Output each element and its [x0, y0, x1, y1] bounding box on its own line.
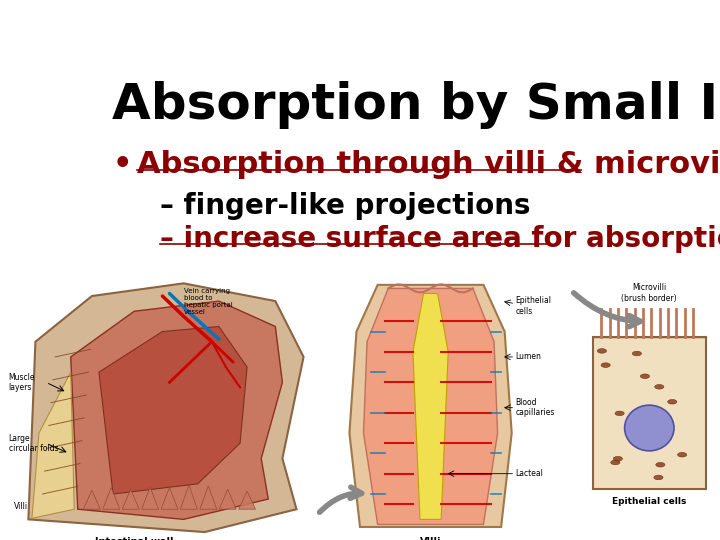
Ellipse shape	[598, 349, 606, 353]
Ellipse shape	[654, 384, 664, 389]
Text: •: •	[112, 150, 132, 179]
Text: Vein carrying
blood to
hepatic portal
vessel: Vein carrying blood to hepatic portal ve…	[184, 288, 233, 315]
Text: – finger-like projections: – finger-like projections	[160, 192, 530, 220]
Text: Villi: Villi	[14, 502, 28, 511]
Text: Lacteal: Lacteal	[516, 469, 543, 478]
Polygon shape	[181, 485, 197, 509]
Ellipse shape	[667, 400, 677, 404]
Text: Blood
capillaries: Blood capillaries	[516, 398, 554, 417]
Polygon shape	[200, 486, 217, 509]
Ellipse shape	[611, 460, 620, 465]
Polygon shape	[238, 491, 256, 509]
Polygon shape	[364, 288, 498, 524]
Polygon shape	[28, 284, 304, 532]
Polygon shape	[71, 301, 282, 519]
Ellipse shape	[654, 475, 663, 480]
Text: – increase surface area for absorption: – increase surface area for absorption	[160, 225, 720, 253]
Text: Microvilli
(brush border): Microvilli (brush border)	[621, 284, 677, 303]
Text: Absorption by Small Intestine: Absorption by Small Intestine	[112, 82, 720, 130]
Text: Intestinal wall: Intestinal wall	[95, 537, 174, 540]
Ellipse shape	[601, 363, 611, 367]
Text: Large
circular folds: Large circular folds	[9, 434, 58, 453]
Polygon shape	[122, 489, 139, 509]
Polygon shape	[84, 490, 100, 509]
Ellipse shape	[613, 456, 623, 461]
Ellipse shape	[678, 453, 687, 457]
Ellipse shape	[624, 405, 674, 451]
Text: Epithelial cells: Epithelial cells	[612, 497, 686, 505]
Text: Absorption through villi & microvilli: Absorption through villi & microvilli	[138, 150, 720, 179]
Text: Lumen: Lumen	[516, 353, 541, 361]
FancyBboxPatch shape	[593, 336, 706, 489]
Polygon shape	[413, 294, 448, 519]
Polygon shape	[99, 327, 247, 494]
Text: Epithelial
cells: Epithelial cells	[516, 296, 552, 316]
Polygon shape	[32, 372, 74, 518]
Polygon shape	[349, 285, 512, 527]
Polygon shape	[142, 487, 158, 509]
Ellipse shape	[615, 411, 624, 416]
Text: Muscle
layers: Muscle layers	[9, 373, 35, 392]
Polygon shape	[103, 488, 120, 509]
Polygon shape	[161, 488, 178, 509]
Polygon shape	[219, 489, 236, 509]
Ellipse shape	[640, 374, 649, 379]
Text: VIlli: VIlli	[420, 537, 441, 540]
Ellipse shape	[632, 351, 642, 356]
Ellipse shape	[656, 462, 665, 467]
